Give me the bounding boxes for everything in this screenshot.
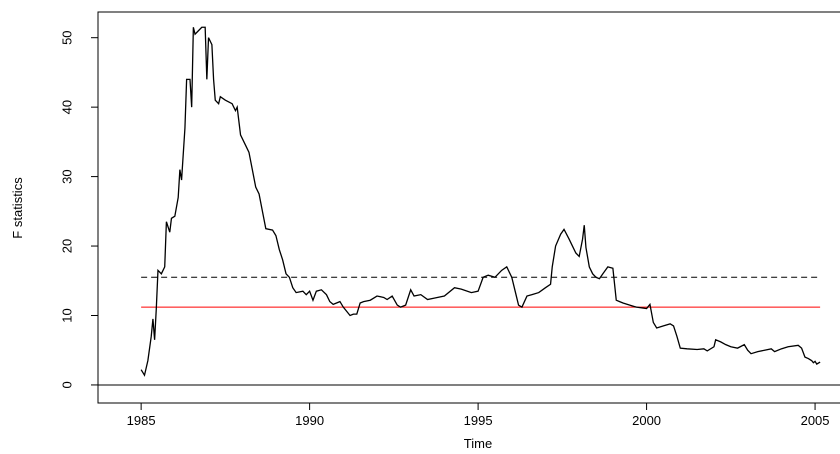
x-tick-label: 2005 <box>801 413 830 428</box>
y-tick-label: 50 <box>59 30 74 44</box>
x-axis-label: Time <box>464 436 492 451</box>
y-tick-label: 30 <box>59 169 74 183</box>
y-tick-label: 20 <box>59 239 74 253</box>
x-tick-label: 1985 <box>127 413 156 428</box>
data-line <box>140 26 821 377</box>
x-tick-label: 2000 <box>632 413 661 428</box>
y-axis-label: F statistics <box>10 177 25 239</box>
x-tick-label: 1990 <box>295 413 324 428</box>
y-tick-label: 0 <box>59 381 74 388</box>
x-tick-label: 1995 <box>464 413 493 428</box>
y-tick-label: 10 <box>59 308 74 322</box>
plot-box <box>97 11 840 404</box>
y-tick-label: 40 <box>59 100 74 114</box>
